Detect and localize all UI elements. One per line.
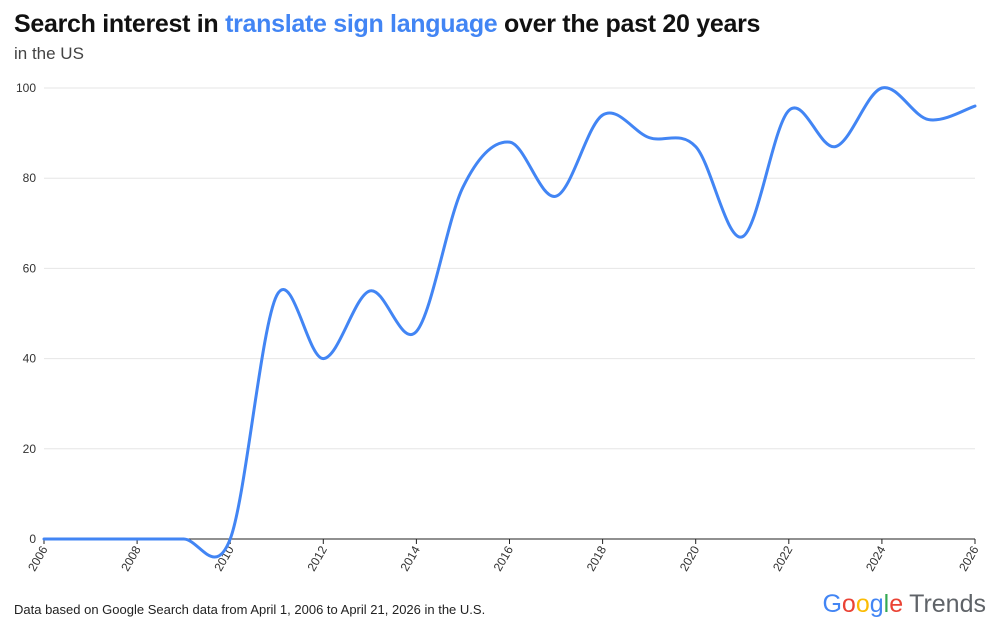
title-search-term: translate sign language [225, 10, 498, 38]
x-tick-label: 2012 [304, 543, 330, 573]
x-tick-label: 2020 [677, 543, 703, 573]
y-tick-label: 0 [29, 532, 36, 546]
logo-trends-word: Trends [909, 590, 986, 618]
chart-subtitle: in the US [14, 44, 84, 63]
y-tick-label: 60 [23, 261, 37, 275]
data-source-note: Data based on Google Search data from Ap… [14, 602, 486, 617]
x-tick-label: 2026 [956, 543, 982, 573]
logo-letter: o [855, 590, 870, 618]
chart-title: Search interest in translate sign langua… [14, 10, 760, 39]
series-line [42, 86, 977, 559]
x-tick-label: 2014 [398, 543, 424, 573]
x-tick-label: 2008 [118, 543, 144, 573]
y-tick-label: 40 [23, 352, 37, 366]
title-prefix: Search interest in [14, 10, 226, 38]
x-tick-label: 2022 [770, 543, 796, 573]
x-tick-label: 2006 [25, 543, 51, 573]
y-tick-label: 80 [23, 171, 37, 185]
x-tick-label: 2018 [584, 543, 610, 573]
x-tick-label: 2016 [491, 543, 517, 573]
logo-letter: g [869, 590, 884, 618]
y-tick-label: 100 [16, 81, 36, 95]
logo-letter: e [889, 590, 904, 618]
logo-letter: l [883, 590, 890, 618]
logo-letter: o [841, 590, 856, 618]
google-trends-logo: Google Trends [822, 590, 986, 619]
logo-letter: G [822, 590, 842, 618]
title-suffix: over the past 20 years [497, 10, 761, 38]
y-tick-label: 20 [23, 442, 37, 456]
x-tick-label: 2024 [863, 543, 889, 573]
